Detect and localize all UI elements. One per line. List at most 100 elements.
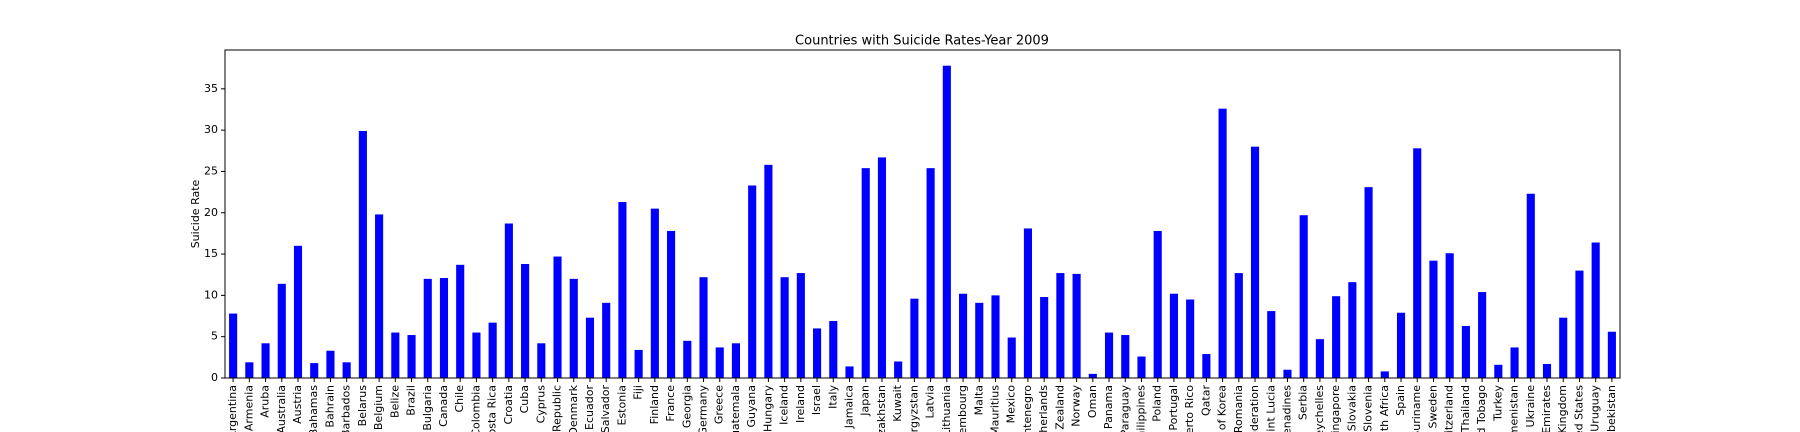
bar [1510,347,1519,378]
bar [423,278,432,378]
bar [1218,108,1227,379]
bar [358,130,367,378]
x-tick-label: Ireland [794,385,807,423]
bar [1202,354,1211,378]
bar [1494,364,1503,378]
x-tick-label: Sweden [1426,385,1439,428]
bar [1137,356,1146,378]
x-tick-label: Brazil [405,385,418,416]
x-tick-label: Jamaica [843,385,856,429]
bar [926,168,935,378]
x-tick-label: Cuba [518,385,531,413]
bar [391,332,400,378]
y-tick-label: 35 [204,82,218,95]
x-tick-label: Spain [1394,385,1407,416]
bar [521,263,530,378]
x-tick-label: South Africa [1378,385,1391,432]
x-tick-label: Italy [826,385,839,409]
x-tick-label: Mauritius [988,385,1001,432]
bar [1056,273,1065,378]
bar [1040,297,1049,378]
bar [1072,273,1081,378]
bar [715,347,724,378]
x-tick-label: Turkey [1491,385,1504,422]
x-tick-label: United Arab Emirates [1540,385,1553,432]
y-axis-label: Suicide Rate [189,179,202,248]
x-tick-label: Romania [1232,385,1245,432]
x-tick-label: Croatia [502,385,515,425]
bar [1445,253,1454,378]
bar [845,366,854,378]
x-tick-label: Ecuador [583,385,596,430]
x-tick-label: France [664,385,677,422]
x-tick-label: Costa Rica [486,385,499,432]
bar [683,340,692,378]
x-tick-label: Qatar [1199,385,1212,416]
bar [1088,373,1097,378]
bar [1559,317,1568,378]
bar [1348,282,1357,378]
x-tick-label: Netherlands [1037,385,1050,432]
bar [1299,215,1308,378]
bar [456,264,465,378]
x-tick-label: Hungary [761,385,774,432]
x-tick-label: Saint Vincent and Grenadines [1280,385,1293,432]
bar [780,277,789,378]
bar [1429,260,1438,378]
bar [975,302,984,378]
x-tick-label: Kazakhstan [875,385,888,432]
x-tick-label: Portugal [1167,385,1180,431]
x-tick-label: Lithuania [940,385,953,432]
x-tick-label: Denmark [567,384,580,432]
x-tick-label: Switzerland [1443,385,1456,432]
x-tick-label: Iceland [778,385,791,425]
x-tick-label: Trinidad and Tobago [1475,385,1488,432]
bar [1607,331,1616,378]
bar [748,185,757,378]
bar [1186,299,1195,378]
bar [472,332,481,378]
bar [439,278,449,378]
x-tick-label: Cyprus [534,385,547,424]
bar [1542,363,1552,378]
bar [731,343,741,378]
bar [277,283,286,378]
bar [894,361,903,378]
bar [488,322,497,378]
bar [407,335,416,378]
x-tick-label: Seychelles [1313,385,1326,432]
bar [1413,148,1422,378]
x-tick-label: Mexico [1005,385,1018,424]
x-tick-label: Republic of Korea [1216,385,1229,432]
bar [650,208,659,378]
x-tick-label: Guatemala [729,385,742,432]
x-tick-label: Argentina [226,385,239,432]
bar [813,328,822,378]
bar [1121,335,1130,378]
x-tick-label: Israel [810,385,823,415]
bar [1234,273,1243,378]
bar [861,168,870,378]
bar [1104,332,1114,378]
bar [310,363,319,378]
x-tick-label: Belgium [372,385,385,430]
bar [1461,325,1470,378]
x-tick-label: Singapore [1329,385,1342,432]
bar [1283,369,1292,378]
y-tick-label: 15 [204,247,218,260]
bar [1478,292,1487,378]
bar [942,65,951,379]
x-tick-label: Luxembourg [956,385,969,432]
plot-frame [224,49,1621,379]
x-tick-label: Czech Republic [551,385,564,432]
bar [667,230,676,378]
x-tick-label: Slovenia [1362,385,1375,432]
bar [1315,339,1324,378]
bar [1023,228,1032,378]
bar [796,273,805,378]
x-tick-label: El Salvador [599,385,612,432]
x-tick-label: Latvia [924,385,937,419]
x-tick-label: Australia [275,385,288,432]
x-tick-label: Serbia [1297,385,1310,420]
x-tick-label: Montenegro [1021,385,1034,432]
